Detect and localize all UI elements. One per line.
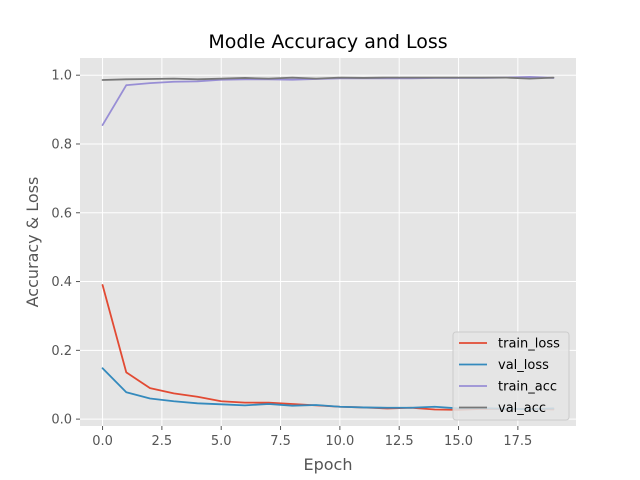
x-tick-label: 15.0: [444, 434, 473, 449]
series-line-val-acc: [101, 76, 555, 81]
y-axis-label: Accuracy & Loss: [23, 177, 42, 308]
y-tick-label: 0.2: [51, 344, 72, 359]
legend-label-train-acc: train_acc: [498, 380, 557, 395]
y-tick-label: 0.4: [51, 275, 72, 290]
x-axis-label: Epoch: [304, 455, 353, 474]
x-tick-label: 10.0: [325, 434, 354, 449]
x-tick-label: 7.5: [270, 434, 291, 449]
x-tick-label: 2.5: [152, 434, 173, 449]
y-tick-label: 0.6: [51, 206, 72, 221]
legend-label-val-acc: val_acc: [498, 401, 546, 416]
y-tick-label: 0.8: [51, 137, 72, 152]
x-tick-label: 17.5: [503, 434, 532, 449]
legend-box: [452, 331, 570, 421]
y-tick-label: 1.0: [51, 69, 72, 84]
legend-label-val-loss: val_loss: [498, 358, 549, 373]
y-tick-label: 0.0: [51, 413, 72, 428]
legend-label-train-loss: train_loss: [498, 337, 560, 352]
legend: train_loss val_loss train_acc val_acc: [452, 331, 570, 421]
x-tick-label: 5.0: [211, 434, 232, 449]
chart-title: Modle Accuracy and Loss: [208, 31, 447, 53]
axis-ticks: 0.0 2.5 5.0 7.5 10.0 12.5 15.0 17.5 0.0 0.2 0.4 0.6…: [51, 69, 532, 449]
x-tick-label: 12.5: [385, 434, 414, 449]
x-tick-label: 0.0: [92, 434, 113, 449]
